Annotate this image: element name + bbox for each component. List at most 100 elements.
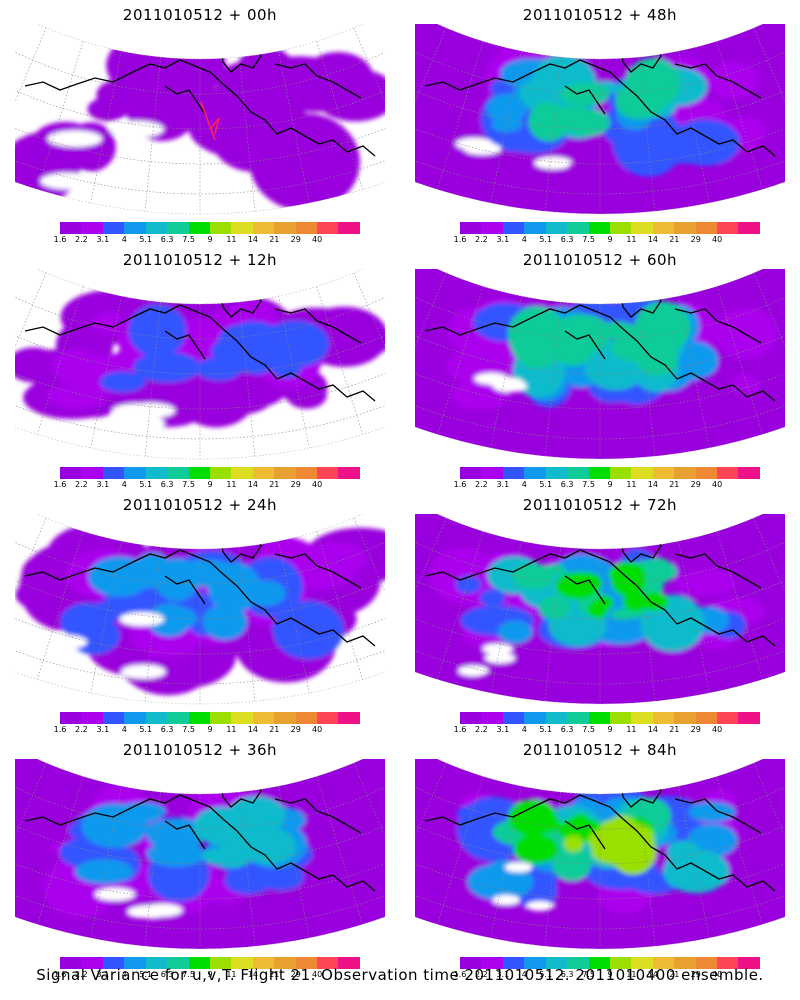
variance-map [415, 759, 785, 950]
colorbar-swatch [609, 957, 632, 969]
coastline [24, 523, 376, 647]
colorbar-swatch [674, 957, 696, 969]
colorbar-label: 9 [207, 725, 213, 734]
colorbar-swatch [102, 467, 125, 479]
colorbar-label: 14 [247, 970, 258, 979]
colorbar-swatch [231, 957, 253, 969]
colorbar-labels: 1.6 2.2 3.1 4 5.1 6.3 7.5 9 11 14 21 29 40 [47, 480, 347, 490]
colorbar-label: 6.3 [560, 480, 574, 489]
colorbar-swatch [338, 957, 360, 969]
colorbar-swatch [145, 467, 168, 479]
colorbar-label: 7.5 [182, 480, 195, 489]
colorbar-label: 2.2 [475, 235, 488, 244]
colorbar-swatch [567, 222, 589, 234]
panel-title: 2011010512 + 24h [122, 496, 278, 514]
colorbar-label: 21 [269, 480, 280, 489]
colorbar-swatch [167, 222, 189, 234]
colorbar-label: 7.5 [182, 970, 195, 979]
colorbar-swatch [631, 957, 653, 969]
colorbar-label: 3.1 [496, 480, 510, 489]
colorbar [460, 957, 760, 969]
colorbar-swatch [209, 222, 232, 234]
colorbar [60, 957, 360, 969]
colorbar-swatch [209, 467, 232, 479]
colorbar-label: 6.3 [160, 970, 174, 979]
colorbar-swatch [738, 222, 760, 234]
colorbar-swatch [588, 467, 610, 479]
colorbar-label: 6.3 [560, 725, 574, 734]
colorbar-swatch [460, 957, 482, 969]
map-panel: 2011010512 + 36h 1.6 2.2 3.1 4 5.1 6.3 7.5 9 11 14… [0, 735, 400, 980]
colorbar-label: 11 [226, 235, 237, 244]
variance-map [15, 269, 385, 460]
colorbar-label: 6.3 [160, 235, 174, 244]
colorbar-swatch [502, 467, 525, 479]
colorbar-label: 29 [290, 725, 301, 734]
colorbar-label: 40 [712, 970, 723, 979]
variance-map [415, 269, 785, 460]
colorbar-swatch [102, 222, 125, 234]
colorbar-swatch [102, 957, 125, 969]
colorbar-swatch [460, 222, 482, 234]
colorbar-label: 4 [121, 480, 127, 489]
colorbar [460, 222, 760, 234]
colorbar-label: 29 [690, 970, 701, 979]
colorbar-label: 4 [521, 970, 527, 979]
colorbar-swatch [231, 712, 253, 724]
coastline [24, 278, 376, 402]
colorbar-label: 5.1 [539, 480, 553, 489]
colorbar-label: 29 [290, 970, 301, 979]
colorbar-swatch [481, 222, 503, 234]
colorbar-label: 11 [626, 235, 637, 244]
colorbar-label: 4 [121, 725, 127, 734]
coastline [24, 768, 376, 892]
colorbar-label: 4 [121, 970, 127, 979]
colorbar-label: 7.5 [582, 725, 595, 734]
colorbar-swatch [460, 467, 482, 479]
colorbar-label: 5.1 [539, 970, 553, 979]
colorbar-swatch [81, 712, 103, 724]
colorbar-swatch [717, 712, 739, 724]
colorbar-swatch [295, 712, 318, 724]
map-panel: 2011010512 + 84h 1.6 2.2 3.1 4 5.1 6.3 7.5 9 11 14… [400, 735, 800, 980]
colorbar-swatch [524, 712, 546, 724]
colorbar-label: 1.6 [453, 725, 467, 734]
panel-title: 2011010512 + 12h [122, 251, 278, 269]
coastline [24, 33, 376, 157]
colorbar-label: 1.6 [453, 480, 467, 489]
panel-title: 2011010512 + 36h [122, 741, 278, 759]
colorbar-label: 6.3 [160, 725, 174, 734]
colorbar-label: 40 [712, 235, 723, 244]
colorbar-swatch [674, 712, 696, 724]
colorbar-label: 9 [607, 235, 613, 244]
colorbar-swatch [695, 222, 718, 234]
colorbar-swatch [295, 957, 318, 969]
colorbar-swatch [124, 712, 146, 724]
map-panel: 2011010512 + 48h 1.6 2.2 3.1 4 5.1 6.3 7.5 9 11 14… [400, 0, 800, 245]
colorbar-swatch [317, 712, 339, 724]
colorbar-swatch [481, 712, 503, 724]
coastline [424, 278, 776, 402]
colorbar-label: 7.5 [182, 725, 195, 734]
colorbar-swatch [338, 712, 360, 724]
colorbar-label: 1.6 [53, 725, 67, 734]
map-panel: 2011010512 + 24h 1.6 2.2 3.1 4 5.1 6.3 7.5 9 11 14… [0, 490, 400, 735]
colorbar-label: 40 [312, 970, 323, 979]
colorbar [60, 467, 360, 479]
colorbar-swatch [652, 467, 675, 479]
colorbar-swatch [167, 957, 189, 969]
colorbar-swatch [524, 467, 546, 479]
colorbar-label: 21 [269, 235, 280, 244]
colorbar-label: 9 [607, 970, 613, 979]
colorbar-label: 6.3 [560, 235, 574, 244]
colorbar-label: 5.1 [139, 725, 153, 734]
colorbar-labels: 1.6 2.2 3.1 4 5.1 6.3 7.5 9 11 14 21 29 40 [447, 480, 747, 490]
colorbar-labels: 1.6 2.2 3.1 4 5.1 6.3 7.5 9 11 14 21 29 40 [47, 725, 347, 735]
colorbar-swatch [102, 712, 125, 724]
colorbar-label: 3.1 [96, 235, 110, 244]
panel-title: 2011010512 + 00h [122, 6, 278, 24]
figure-caption: Signal Variance for u,v,T. Flight 21. Ob… [36, 966, 764, 984]
colorbar-swatch [81, 957, 103, 969]
colorbar-swatch [124, 222, 146, 234]
panel-title: 2011010512 + 48h [522, 6, 678, 24]
